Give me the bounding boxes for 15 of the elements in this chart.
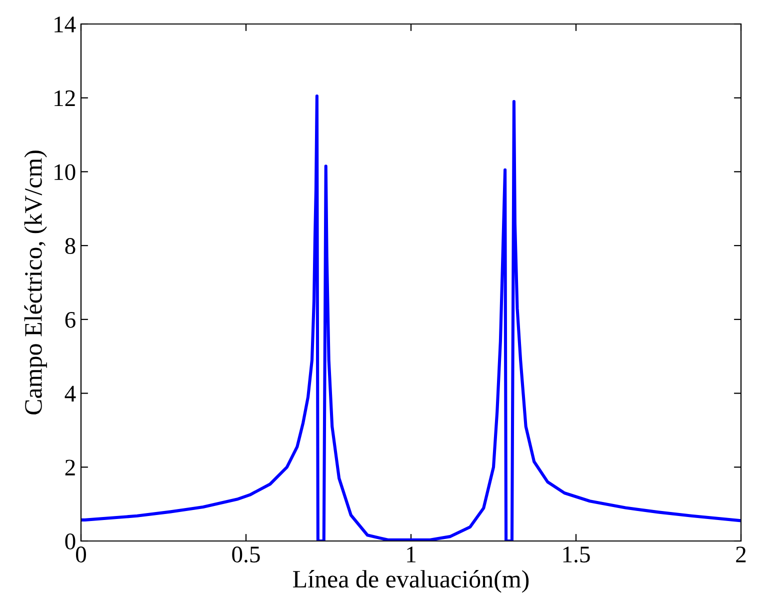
x-axis-title: Línea de evaluación(m) <box>293 570 529 593</box>
y-tick-label: 6 <box>65 312 76 328</box>
y-tick-label: 2 <box>65 460 75 476</box>
y-tick-label: 14 <box>54 16 76 32</box>
y-axis-title: Campo Eléctrico, (kV/cm) <box>24 150 47 414</box>
y-tick-label: 8 <box>65 238 76 254</box>
y-tick-label: 0 <box>65 533 76 550</box>
x-tick-label: 2 <box>736 546 746 562</box>
x-tick-label: 0.5 <box>232 546 260 563</box>
y-tick-label: 10 <box>54 164 76 180</box>
x-tick-label: 0 <box>76 546 86 562</box>
y-tick-label: 4 <box>64 386 76 402</box>
x-tick-label: 1 <box>407 546 416 562</box>
x-tick-label: 1.5 <box>563 546 590 563</box>
y-tick-label: 12 <box>54 90 75 106</box>
